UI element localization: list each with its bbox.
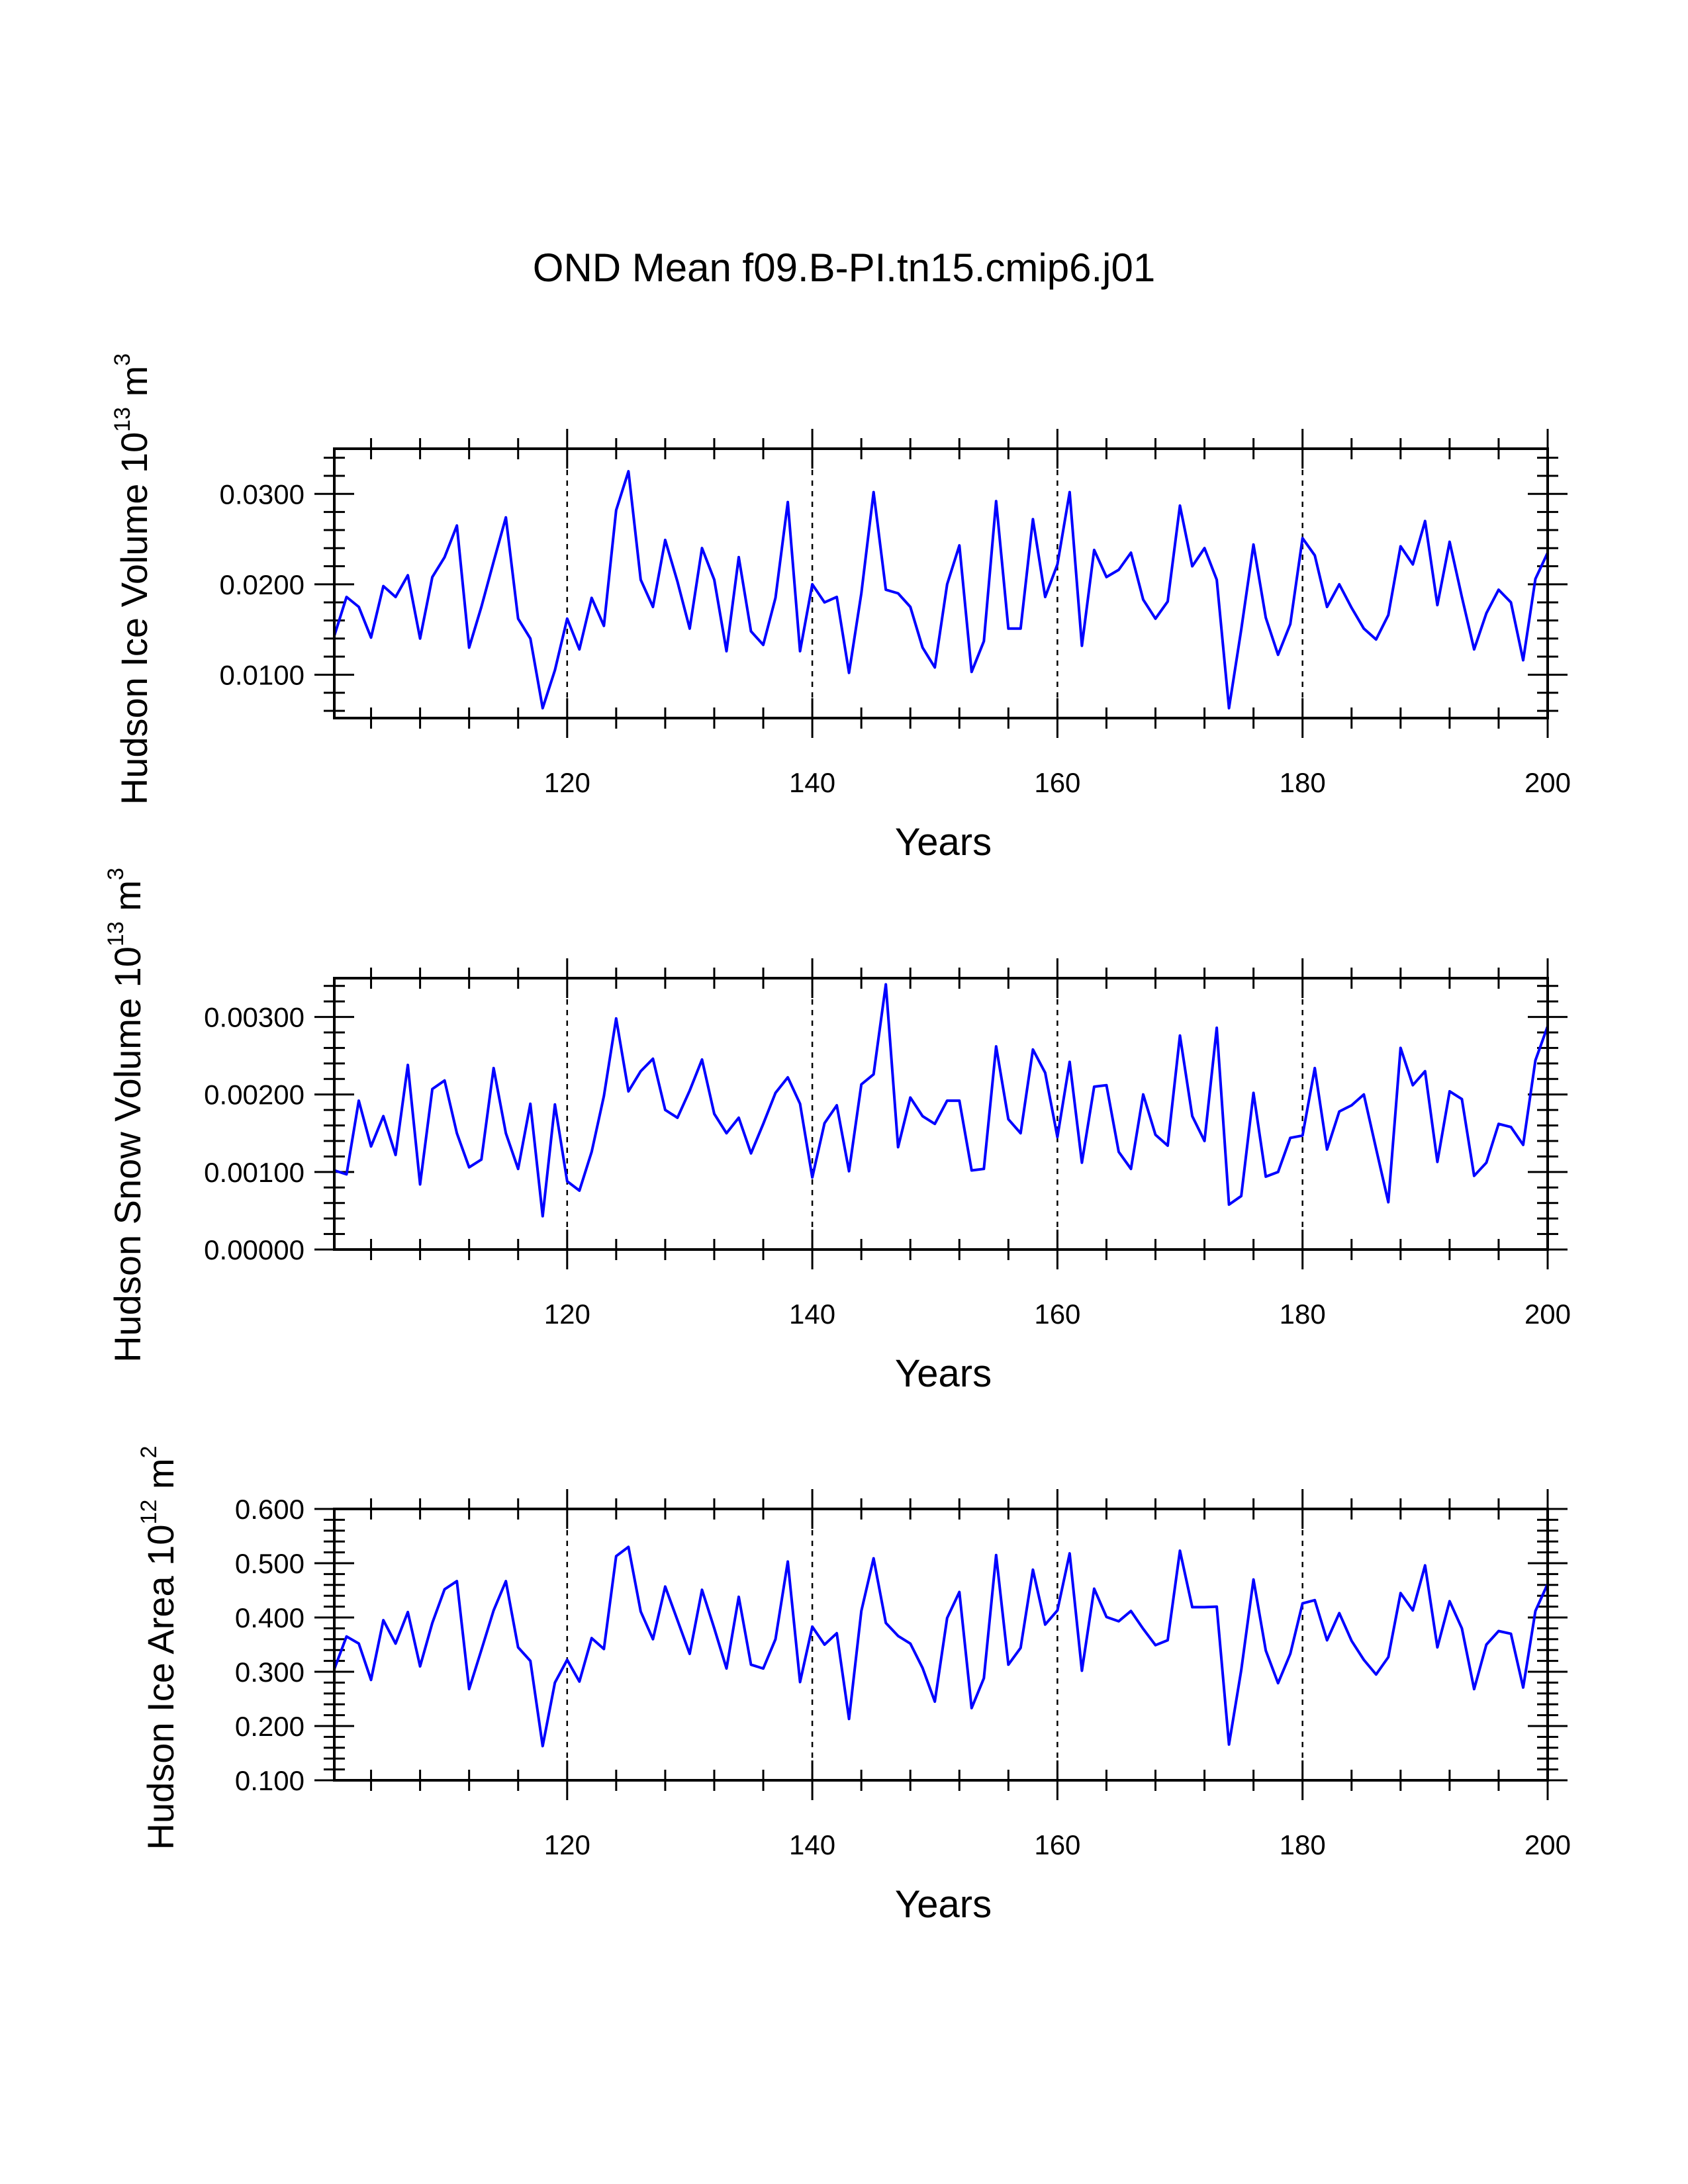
x-tick-label: 140 [789, 1298, 835, 1330]
ylabel-unit: m [107, 880, 148, 921]
ylabel-text: Hudson Snow Volume 10 [107, 946, 148, 1363]
x-tick-label: 140 [789, 767, 835, 798]
y-tick-label: 0.0200 [220, 569, 305, 600]
plot-frame [333, 1508, 1549, 1782]
ylabel-exponent: 13 [103, 921, 128, 946]
series-line [333, 1545, 1549, 1748]
x-tick-label: 120 [544, 1298, 590, 1330]
y-tick-label: 0.00200 [204, 1079, 305, 1111]
y-axis-label: Hudson Snow Volume 1013 m3 [103, 868, 148, 1363]
y-tick-label: 0.500 [235, 1548, 305, 1579]
y-tick-label: 0.00300 [204, 1002, 305, 1033]
x-axis-label: Years [895, 1883, 992, 1926]
ylabel-unit-exponent: 3 [103, 868, 128, 880]
series-line [333, 470, 1549, 709]
x-tick-label: 120 [544, 767, 590, 798]
ylabel-unit-exponent: 3 [110, 353, 135, 366]
svg-text:Hudson Ice Volume 1013 m3: Hudson Ice Volume 1013 m3 [110, 353, 155, 805]
x-tick-label: 160 [1034, 767, 1080, 798]
y-tick-label: 0.0300 [220, 478, 305, 510]
y-tick-label: 0.400 [235, 1602, 305, 1633]
y-tick-label: 0.0100 [220, 659, 305, 690]
y-axis-label: Hudson Ice Area 1012 m2 [136, 1446, 181, 1850]
x-axis-label: Years [895, 1352, 992, 1395]
figure-title: OND Mean f09.B-PI.tn15.cmip6.j01 [533, 246, 1155, 290]
ylabel-exponent: 13 [110, 407, 135, 432]
x-tick-label: 160 [1034, 1298, 1080, 1330]
x-tick-label: 140 [789, 1829, 835, 1860]
ylabel-text: Hudson Ice Volume 10 [113, 432, 155, 805]
panel-ice-area: Hudson Ice Area 1012 m2 Years 120 140 160 1… [136, 1446, 1571, 1926]
panel-snow-volume: Hudson Snow Volume 1013 m3 Years 120 140 1… [103, 868, 1571, 1395]
x-tick-label: 200 [1524, 1829, 1571, 1860]
x-tick-label: 160 [1034, 1829, 1080, 1860]
ylabel-unit-exponent: 2 [136, 1446, 162, 1459]
panel-ice-volume: Hudson Ice Volume 1013 m3 Years 120 140 16… [110, 353, 1571, 864]
x-tick-label: 200 [1524, 1298, 1571, 1330]
y-tick-label: 0.00000 [204, 1234, 305, 1265]
x-tick-label: 180 [1280, 1298, 1326, 1330]
svg-text:Hudson Ice Area 1012 m2: Hudson Ice Area 1012 m2 [136, 1446, 181, 1850]
series-line [334, 983, 1549, 1218]
x-tick-label: 120 [544, 1829, 590, 1860]
svg-text:Hudson Snow Volume 1013 m3: Hudson Snow Volume 1013 m3 [103, 868, 148, 1363]
ylabel-unit: m [113, 366, 155, 407]
plot-frame [333, 447, 1549, 719]
plot-frame [333, 977, 1549, 1251]
x-tick-label: 200 [1524, 767, 1571, 798]
x-axis-label: Years [895, 821, 992, 864]
ylabel-exponent: 12 [136, 1500, 162, 1525]
y-tick-label: 0.100 [235, 1765, 305, 1796]
y-axis-label: Hudson Ice Volume 1013 m3 [110, 353, 155, 805]
x-tick-label: 180 [1280, 1829, 1326, 1860]
y-tick-label: 0.00100 [204, 1157, 305, 1188]
y-tick-label: 0.200 [235, 1711, 305, 1742]
ylabel-text: Hudson Ice Area 10 [140, 1525, 181, 1850]
y-tick-label: 0.300 [235, 1657, 305, 1688]
ylabel-unit: m [140, 1458, 181, 1499]
x-tick-label: 180 [1280, 767, 1326, 798]
y-tick-label: 0.600 [235, 1494, 305, 1525]
